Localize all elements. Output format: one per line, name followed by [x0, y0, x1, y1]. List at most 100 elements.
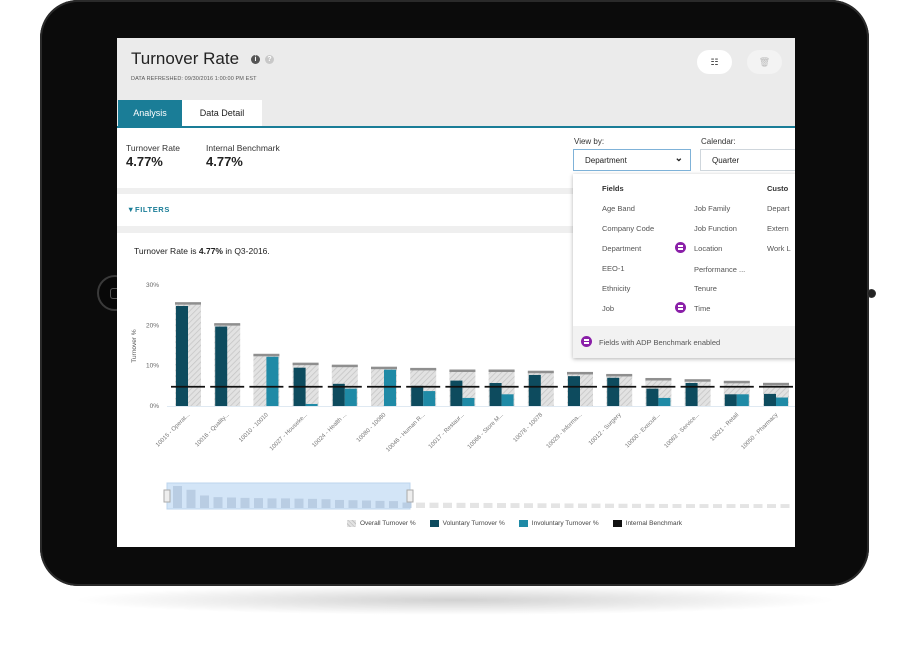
- chart-summary: Turnover Rate is 4.77% in Q3-2016.: [134, 246, 270, 256]
- x-tick-label: 10029 - Informa...: [546, 412, 584, 450]
- camera-icon: [868, 290, 875, 297]
- metric-value: 4.77%: [126, 154, 163, 169]
- navigator-bar: [186, 489, 196, 508]
- navigator-right-handle[interactable]: [406, 489, 414, 503]
- x-tick-label: 10012 - Surgery: [588, 412, 623, 447]
- dropdown-option[interactable]: Department: [602, 244, 642, 253]
- navigator-bar: [213, 497, 223, 508]
- dropdown-option[interactable]: Performance ...: [694, 265, 746, 274]
- navigator-bar: [348, 500, 358, 508]
- legend-swatch: [518, 520, 528, 527]
- legend-item[interactable]: Involuntary Turnover %: [518, 520, 599, 527]
- view-by-select[interactable]: Department ⌄: [573, 149, 691, 171]
- dropdown-option[interactable]: Depart: [767, 204, 790, 213]
- filters-label: FILTERS: [135, 205, 170, 214]
- overall-turnover-cap: [723, 380, 750, 384]
- overall-turnover-cap: [253, 353, 280, 357]
- navigator-bar: [362, 500, 371, 508]
- x-tick-label: 10027 - Houseke...: [269, 412, 309, 452]
- navigator-bar: [254, 498, 263, 508]
- dropdown-option[interactable]: Company Code: [602, 224, 655, 233]
- involuntary-turnover-bar: [776, 397, 788, 406]
- legend-swatch: [612, 520, 622, 527]
- tablet-shadow: [70, 585, 840, 615]
- calendar-select[interactable]: Quarter: [700, 149, 795, 171]
- navigator-bar: [605, 503, 614, 508]
- navigator-bar: [200, 495, 209, 508]
- settings-button[interactable]: ☷: [697, 50, 732, 74]
- chevron-down-icon: ⌄: [674, 153, 683, 164]
- voluntary-turnover-bar: [646, 388, 659, 406]
- dropdown-option[interactable]: Age Band: [602, 204, 635, 213]
- tab-label: Data Detail: [199, 108, 245, 118]
- delete-button[interactable]: 🗑: [747, 50, 782, 74]
- dropdown-option[interactable]: Job Family: [694, 204, 731, 213]
- y-tick-label: 0%: [150, 403, 160, 410]
- overall-turnover-cap: [567, 371, 593, 375]
- navigator-bar: [699, 504, 709, 508]
- info-icon[interactable]: i: [251, 55, 260, 64]
- navigator-bar: [443, 502, 452, 508]
- divider: [117, 188, 795, 194]
- filters-button[interactable]: ▼FILTERS: [127, 205, 170, 214]
- navigator-bar: [375, 500, 385, 508]
- calendar-label: Calendar:: [701, 137, 736, 146]
- navigator-bar: [389, 501, 398, 508]
- legend-item[interactable]: Voluntary Turnover %: [429, 520, 505, 527]
- navigator-bar: [713, 504, 722, 508]
- voluntary-turnover-bar: [215, 326, 228, 406]
- navigator-bar: [578, 503, 587, 508]
- tab-data-detail[interactable]: Data Detail: [182, 100, 262, 126]
- benchmark-icon: [675, 242, 686, 253]
- turnover-chart: Turnover % 0%10%20%30%10015 - Operat... 1…: [131, 282, 795, 510]
- voluntary-turnover-bar: [568, 376, 580, 406]
- x-tick-label: 10021 - Retail: [710, 412, 741, 443]
- voluntary-turnover-bar: [450, 380, 463, 406]
- voluntary-turnover-bar: [176, 305, 188, 406]
- overall-turnover-cap: [645, 377, 672, 381]
- navigator-bar: [510, 503, 520, 508]
- legend-label: Voluntary Turnover %: [442, 520, 505, 527]
- summary-suffix: in Q3-2016.: [222, 246, 270, 256]
- overall-turnover-cap: [292, 362, 319, 366]
- dropdown-option[interactable]: Job: [602, 304, 615, 313]
- dropdown-option[interactable]: Work L: [767, 244, 791, 253]
- app-screen: Turnover Rate i ? DATA REFRESHED: 09/30/…: [117, 38, 795, 547]
- chart-legend: Overall Turnover % Voluntary Turnover % …: [347, 520, 682, 527]
- navigator-bar: [551, 503, 560, 508]
- legend-label: Internal Benchmark: [625, 520, 683, 527]
- dropdown-option[interactable]: Job Function: [694, 224, 737, 233]
- dropdown-option[interactable]: Location: [694, 244, 723, 253]
- dropdown-footer: Fields with ADP Benchmark enabled: [573, 326, 795, 358]
- voluntary-turnover-bar: [764, 393, 776, 406]
- navigator-bar: [632, 503, 641, 508]
- navigator-left-handle[interactable]: [163, 489, 171, 503]
- tab-analysis[interactable]: Analysis: [118, 100, 182, 126]
- view-by-dropdown-menu: Fields Age Band Company Code Department EEO…: [573, 174, 795, 358]
- involuntary-turnover-bar: [266, 356, 279, 406]
- x-tick-label: 10046 - Human R...: [385, 412, 427, 454]
- x-tick-label: 10080 - 10080: [356, 412, 388, 444]
- legend-item[interactable]: Internal Benchmark: [612, 520, 683, 527]
- dropdown-option[interactable]: Time: [694, 304, 711, 313]
- legend-item[interactable]: Overall Turnover %: [347, 520, 416, 527]
- tab-underline: [117, 126, 795, 128]
- x-tick-label: 10050 - Pharmacy: [741, 412, 780, 451]
- navigator-bar: [335, 499, 344, 508]
- help-icon[interactable]: ?: [265, 55, 274, 64]
- overall-turnover-cap: [684, 379, 711, 382]
- navigator-bar: [537, 503, 547, 508]
- x-tick-label: 10010 - 10010: [238, 412, 270, 444]
- navigator-bar: [483, 502, 493, 508]
- y-axis-title: Turnover %: [131, 329, 138, 363]
- dropdown-option[interactable]: EEO-1: [602, 264, 625, 273]
- metric-value: 4.77%: [206, 154, 243, 169]
- involuntary-turnover-bar: [658, 397, 671, 406]
- dropdown-option[interactable]: Extern: [767, 224, 789, 233]
- dropdown-option[interactable]: Ethnicity: [602, 284, 631, 293]
- navigator-bar: [497, 503, 506, 508]
- x-tick-label: 10066 - Store M...: [467, 412, 505, 450]
- navigator-bar: [456, 502, 466, 508]
- dropdown-option[interactable]: Tenure: [694, 284, 717, 293]
- overall-turnover-cap: [449, 369, 476, 373]
